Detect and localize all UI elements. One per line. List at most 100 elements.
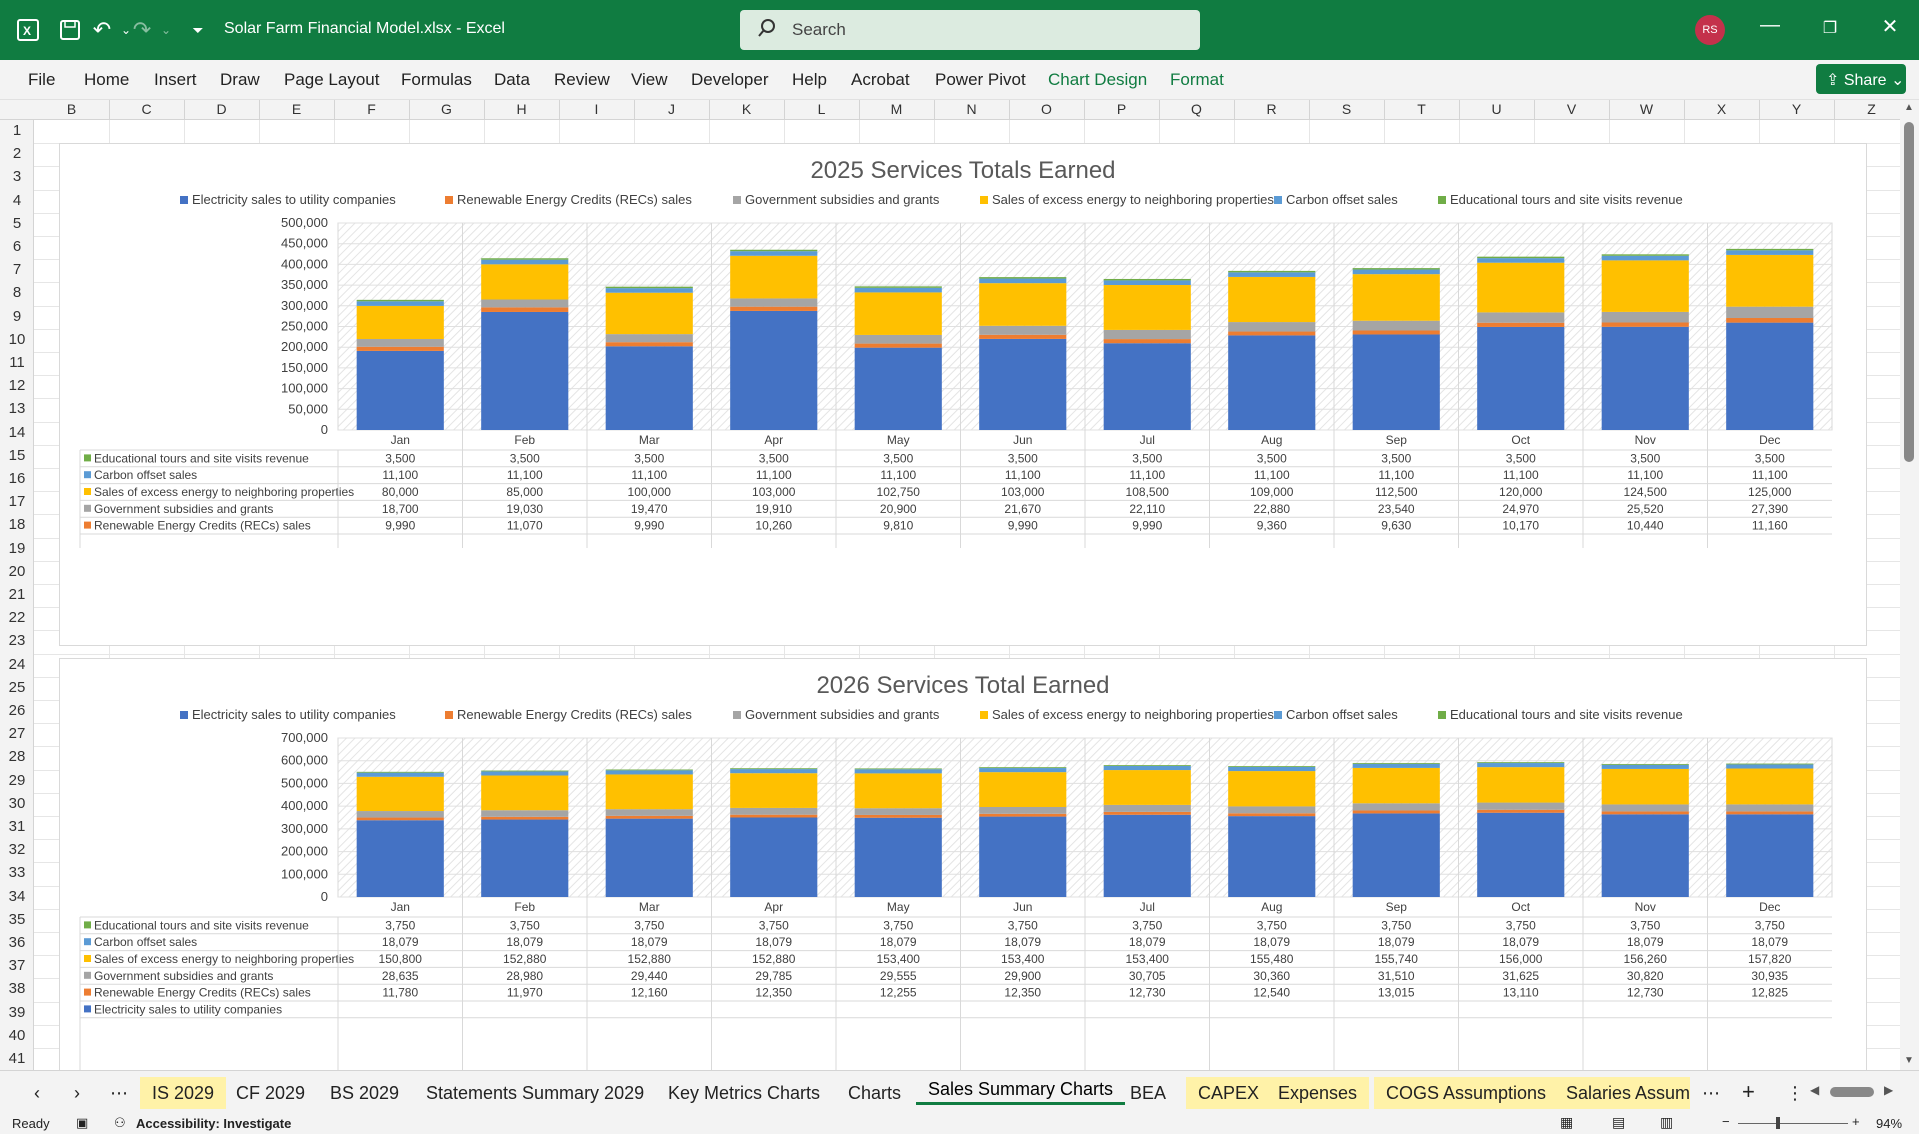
vertical-scroll-thumb[interactable] bbox=[1904, 122, 1914, 462]
redo-dropdown-icon[interactable]: ⌄ bbox=[160, 23, 172, 37]
chart-2025[interactable]: 2025 Services Totals Earned Electricity s… bbox=[59, 143, 1867, 646]
row-header[interactable]: 39 bbox=[8, 1003, 26, 1021]
column-header[interactable]: U bbox=[1491, 101, 1502, 117]
chart-2026[interactable]: 2026 Services Total Earned Electricity sa… bbox=[59, 658, 1867, 1070]
row-header[interactable]: 8 bbox=[12, 284, 22, 302]
row-header[interactable]: 37 bbox=[8, 957, 26, 975]
page-break-view-icon[interactable]: ▥ bbox=[1660, 1114, 1674, 1130]
column-header[interactable]: O bbox=[1041, 101, 1052, 117]
sheet-tab[interactable]: COGS Assumptions bbox=[1374, 1077, 1559, 1109]
column-header[interactable]: S bbox=[1341, 101, 1352, 117]
sheet-tab[interactable]: CF 2029 bbox=[236, 1083, 306, 1103]
search-input[interactable]: Search bbox=[740, 10, 1200, 50]
row-header[interactable]: 27 bbox=[8, 725, 26, 743]
menu-home[interactable]: Home bbox=[84, 70, 130, 89]
row-header[interactable]: 40 bbox=[8, 1026, 26, 1044]
column-header[interactable]: V bbox=[1566, 101, 1577, 117]
menu-formulas[interactable]: Formulas bbox=[401, 70, 472, 89]
row-header[interactable]: 5 bbox=[12, 214, 22, 232]
zoom-slider-thumb[interactable] bbox=[1776, 1117, 1780, 1129]
restore-icon[interactable]: ❐ bbox=[1822, 20, 1838, 37]
menu-help[interactable]: Help bbox=[792, 70, 827, 89]
row-header[interactable]: 12 bbox=[8, 377, 26, 395]
menu-power-pivot[interactable]: Power Pivot bbox=[935, 70, 1026, 89]
share-button[interactable]: ⇪ Share ⌄ bbox=[1816, 64, 1906, 94]
column-header[interactable]: W bbox=[1639, 101, 1654, 117]
column-header[interactable]: P bbox=[1116, 101, 1127, 117]
menu-acrobat[interactable]: Acrobat bbox=[851, 70, 910, 89]
column-header[interactable]: Z bbox=[1867, 101, 1876, 117]
row-header[interactable]: 35 bbox=[8, 910, 26, 928]
sheet-tab[interactable]: BEA bbox=[1130, 1083, 1167, 1103]
row-header[interactable]: 4 bbox=[12, 191, 22, 209]
row-header[interactable]: 19 bbox=[8, 539, 26, 557]
minimize-icon[interactable]: — bbox=[1760, 14, 1780, 36]
menu-data[interactable]: Data bbox=[494, 70, 530, 89]
row-header[interactable]: 23 bbox=[8, 632, 26, 650]
row-header[interactable]: 15 bbox=[8, 446, 26, 464]
customize-toolbar-icon[interactable]: ⏷ bbox=[192, 21, 204, 38]
column-header[interactable]: X bbox=[1716, 101, 1727, 117]
column-header[interactable]: L bbox=[817, 101, 826, 117]
column-header[interactable]: C bbox=[141, 101, 152, 117]
row-header[interactable]: 17 bbox=[8, 493, 26, 511]
sheet-tab[interactable]: Key Metrics Charts bbox=[668, 1083, 821, 1103]
row-header[interactable]: 29 bbox=[8, 771, 26, 789]
undo-dropdown-icon[interactable]: ⌄ bbox=[120, 23, 132, 37]
tab-scroll-right-icon[interactable]: › bbox=[74, 1083, 80, 1103]
column-header[interactable]: T bbox=[1417, 101, 1426, 117]
sheet-tab[interactable]: CAPEX bbox=[1186, 1077, 1272, 1109]
zoom-slider[interactable] bbox=[1738, 1123, 1848, 1124]
horizontal-scroll-thumb[interactable] bbox=[1830, 1087, 1874, 1097]
row-header[interactable]: 33 bbox=[8, 864, 26, 882]
row-header[interactable]: 20 bbox=[8, 562, 26, 580]
avatar[interactable]: RS bbox=[1695, 15, 1725, 45]
sheet-tab[interactable]: Statements Summary 2029 bbox=[426, 1083, 645, 1103]
column-header[interactable]: F bbox=[367, 101, 376, 117]
column-header[interactable]: B bbox=[66, 101, 77, 117]
save-icon[interactable] bbox=[56, 16, 84, 44]
sheet-options-icon[interactable]: ⋮ bbox=[1786, 1083, 1804, 1103]
scroll-up-icon[interactable]: ▲ bbox=[1904, 102, 1914, 113]
column-header[interactable]: R bbox=[1266, 101, 1277, 117]
row-header[interactable]: 6 bbox=[12, 238, 22, 255]
row-header[interactable]: 34 bbox=[8, 887, 26, 905]
row-header[interactable]: 14 bbox=[8, 423, 26, 441]
menu-draw[interactable]: Draw bbox=[220, 70, 260, 89]
menu-insert[interactable]: Insert bbox=[154, 70, 197, 89]
menu-format[interactable]: Format bbox=[1170, 70, 1224, 89]
tab-scroll-left-icon[interactable]: ‹ bbox=[34, 1083, 40, 1103]
menu-view[interactable]: View bbox=[631, 70, 668, 89]
add-sheet-icon[interactable]: + bbox=[1742, 1079, 1755, 1104]
row-header[interactable]: 30 bbox=[8, 794, 26, 812]
row-header[interactable]: 13 bbox=[8, 400, 26, 418]
sheet-tab[interactable]: IS 2029 bbox=[140, 1077, 227, 1109]
menu-developer[interactable]: Developer bbox=[691, 70, 769, 89]
row-header[interactable]: 9 bbox=[12, 307, 22, 325]
row-header[interactable]: 18 bbox=[8, 516, 26, 534]
row-header[interactable]: 26 bbox=[8, 702, 26, 719]
row-header[interactable]: 16 bbox=[8, 470, 26, 487]
row-header[interactable]: 24 bbox=[8, 655, 26, 673]
page-layout-view-icon[interactable]: ▤ bbox=[1612, 1114, 1626, 1130]
column-header[interactable]: K bbox=[741, 101, 752, 117]
row-header[interactable]: 32 bbox=[8, 841, 26, 859]
scroll-right-icon[interactable]: ▶ bbox=[1884, 1083, 1894, 1097]
horizontal-scrollbar[interactable]: ◀ ▶ bbox=[1810, 1083, 1900, 1101]
normal-view-icon[interactable]: ▦ bbox=[1560, 1114, 1574, 1130]
menu-review[interactable]: Review bbox=[554, 70, 610, 89]
row-header[interactable]: 7 bbox=[12, 261, 22, 279]
menu-file[interactable]: File bbox=[28, 70, 56, 89]
column-header[interactable]: Y bbox=[1791, 101, 1802, 117]
column-header[interactable]: Q bbox=[1191, 101, 1202, 117]
column-header[interactable]: M bbox=[890, 101, 903, 117]
column-header[interactable]: J bbox=[668, 101, 675, 117]
column-header[interactable]: N bbox=[966, 101, 977, 117]
row-header[interactable]: 25 bbox=[8, 678, 26, 696]
close-icon[interactable]: ✕ bbox=[1881, 16, 1899, 38]
column-header[interactable]: E bbox=[291, 101, 302, 117]
zoom-in-icon[interactable]: + bbox=[1852, 1114, 1860, 1129]
row-header[interactable]: 28 bbox=[8, 748, 26, 766]
more-tabs-right-icon[interactable]: ⋯ bbox=[1702, 1083, 1720, 1103]
row-header[interactable]: 10 bbox=[8, 330, 26, 348]
